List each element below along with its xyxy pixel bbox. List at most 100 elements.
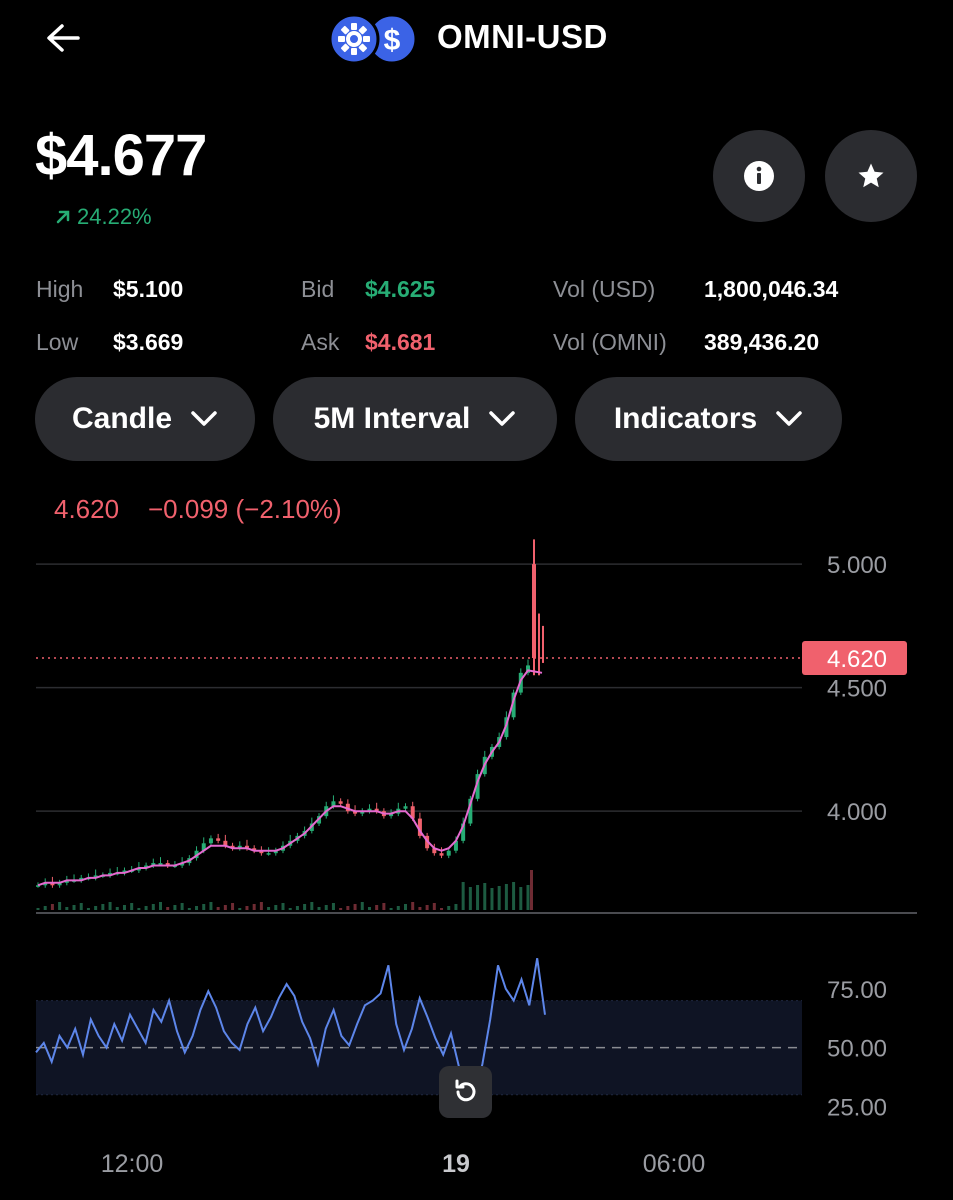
volume-bar xyxy=(245,906,249,910)
candle-body xyxy=(216,838,221,841)
volume-bar xyxy=(526,885,530,910)
volume-bar xyxy=(288,908,292,910)
candle-body xyxy=(57,882,62,886)
price-chart[interactable]: 4.620 −0.099 (−2.10%) 5.000 4.500 4.000 4.620… xyxy=(0,490,953,1200)
chevron-down-icon xyxy=(776,411,802,426)
candle-body xyxy=(511,692,516,718)
volume-bar xyxy=(122,905,126,910)
volume-bar xyxy=(43,906,47,910)
candle-body xyxy=(79,877,84,881)
volume-bar xyxy=(180,903,184,910)
candle-body xyxy=(331,801,336,807)
volume-bar xyxy=(447,906,451,910)
volume-bar xyxy=(367,907,371,910)
candle-body xyxy=(259,850,264,854)
volume-bar xyxy=(216,907,220,910)
volume-bar xyxy=(151,904,155,910)
candle-body xyxy=(410,806,415,819)
volume-bar xyxy=(303,904,307,910)
candle-body xyxy=(453,840,458,851)
volume-bar xyxy=(418,907,422,910)
vol-omni-value: 389,436.20 xyxy=(704,329,820,355)
current-price-badge xyxy=(802,641,907,675)
indicators-dropdown[interactable]: Indicators xyxy=(575,377,842,461)
candle-body xyxy=(122,870,127,873)
volume-bar xyxy=(375,905,379,910)
candle-body xyxy=(158,863,163,865)
candle-body xyxy=(43,882,48,886)
volume-bar xyxy=(389,908,393,910)
candle-body xyxy=(64,880,69,883)
candle-body xyxy=(374,808,379,812)
x-tick-label: 06:00 xyxy=(643,1150,706,1178)
candle-body xyxy=(403,806,408,809)
candle-body xyxy=(389,813,394,817)
volume-bar xyxy=(468,887,472,910)
candle-body xyxy=(446,850,451,856)
svg-text:$: $ xyxy=(384,24,401,57)
volume-bar xyxy=(411,902,415,910)
ohlc-last: 4.620 xyxy=(54,494,119,524)
volume-bar xyxy=(346,906,350,910)
volume-bar xyxy=(130,903,134,910)
candle-body xyxy=(360,811,365,814)
candle-body xyxy=(108,872,113,876)
volume-bar xyxy=(404,904,407,910)
candle-body xyxy=(475,774,480,799)
ohlc-change: −0.099 (−2.10%) xyxy=(148,494,342,524)
rsi-tick-label: 25.00 xyxy=(827,1094,887,1121)
rsi-tick-label: 75.00 xyxy=(827,977,887,1004)
candle-body xyxy=(165,863,170,866)
volume-bar xyxy=(440,908,444,910)
back-button[interactable] xyxy=(40,18,86,58)
volume-bar xyxy=(353,904,357,910)
info-button[interactable] xyxy=(713,130,805,222)
volume-bar xyxy=(50,904,54,910)
candle-body xyxy=(461,823,466,841)
candle-body xyxy=(367,808,372,812)
volume-bar xyxy=(432,903,436,910)
candle-body xyxy=(353,811,358,814)
volume-bar xyxy=(252,904,256,910)
moving-average-line xyxy=(37,669,543,887)
info-icon xyxy=(744,161,774,191)
candle-body xyxy=(266,853,271,855)
chart-type-label: Candle xyxy=(71,402,173,435)
volume-bar xyxy=(231,903,235,910)
rsi-tick-label: 50.00 xyxy=(827,1036,887,1063)
candle-body xyxy=(144,865,149,868)
volume-bar xyxy=(339,908,343,910)
volume-bar xyxy=(238,908,242,910)
volume-bar xyxy=(476,885,480,910)
candle-body xyxy=(252,848,257,851)
volume-bar xyxy=(274,905,278,910)
chart-type-dropdown[interactable]: Candle xyxy=(35,377,255,461)
volume-bar xyxy=(281,903,285,910)
candle-body xyxy=(417,818,422,836)
ask-label: Ask xyxy=(301,329,340,355)
volume-bar xyxy=(504,884,508,910)
reset-chart-button[interactable] xyxy=(439,1066,492,1118)
volume-bar xyxy=(187,908,191,910)
favorite-button[interactable] xyxy=(825,130,917,222)
arrow-left-icon xyxy=(47,24,80,52)
volume-bar xyxy=(267,907,271,910)
low-value: $3.669 xyxy=(113,329,184,355)
candle-body xyxy=(532,564,536,658)
chevron-down-icon xyxy=(191,411,217,426)
bid-value: $4.625 xyxy=(365,276,436,302)
pair-title: OMNI-USD xyxy=(437,18,608,55)
volume-bar xyxy=(497,886,501,910)
price-tick-label: 4.000 xyxy=(827,799,887,826)
volume-bar xyxy=(223,905,227,910)
current-price-label: 4.620 xyxy=(827,646,887,673)
volume-bar xyxy=(144,906,148,910)
candle-body xyxy=(93,875,98,878)
volume-bar xyxy=(512,882,516,910)
volume-bar xyxy=(72,905,76,910)
volume-bar xyxy=(58,902,62,910)
volume-bar xyxy=(202,904,206,910)
star-icon xyxy=(858,163,884,188)
volume-bar xyxy=(259,902,263,910)
interval-dropdown[interactable]: 5M Interval xyxy=(273,377,557,461)
